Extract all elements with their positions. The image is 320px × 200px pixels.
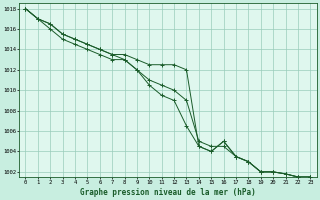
X-axis label: Graphe pression niveau de la mer (hPa): Graphe pression niveau de la mer (hPa) (80, 188, 256, 197)
